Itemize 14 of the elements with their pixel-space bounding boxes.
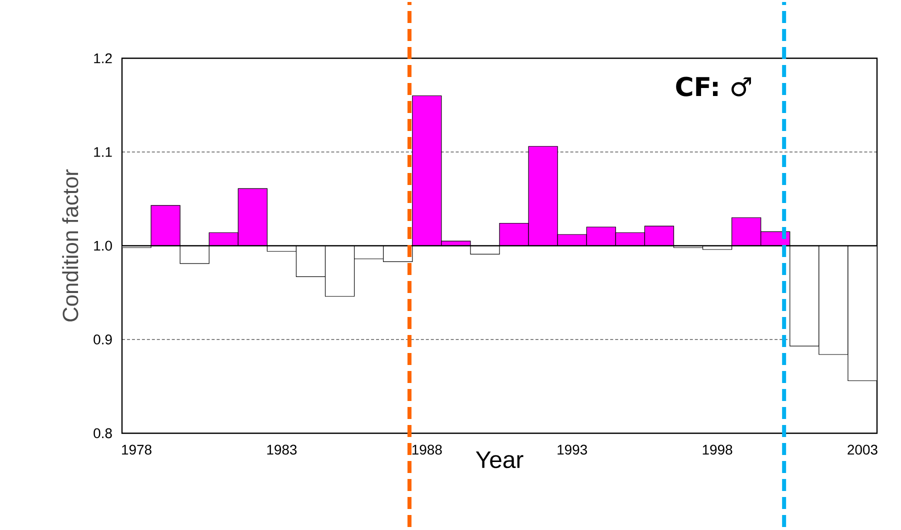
x-tick-label: 2003 bbox=[848, 444, 878, 455]
annotation: CF: ♂ bbox=[676, 76, 751, 96]
y-tick-label: 1.0 bbox=[94, 240, 112, 251]
y-axis-title: Condition factor bbox=[62, 169, 78, 322]
x-tick-label: 1983 bbox=[267, 444, 297, 455]
x-tick-label: 1988 bbox=[412, 444, 442, 455]
y-tick-label: 1.2 bbox=[94, 53, 112, 63]
x-tick-label: 1998 bbox=[702, 444, 732, 455]
x-axis-title: Year bbox=[476, 451, 524, 468]
y-tick-label: 0.9 bbox=[94, 334, 112, 344]
y-tick-label: 0.8 bbox=[94, 428, 112, 438]
x-tick-label: 1978 bbox=[122, 444, 152, 455]
y-tick-label: 1.1 bbox=[94, 147, 112, 157]
x-tick-label: 1993 bbox=[558, 444, 587, 455]
